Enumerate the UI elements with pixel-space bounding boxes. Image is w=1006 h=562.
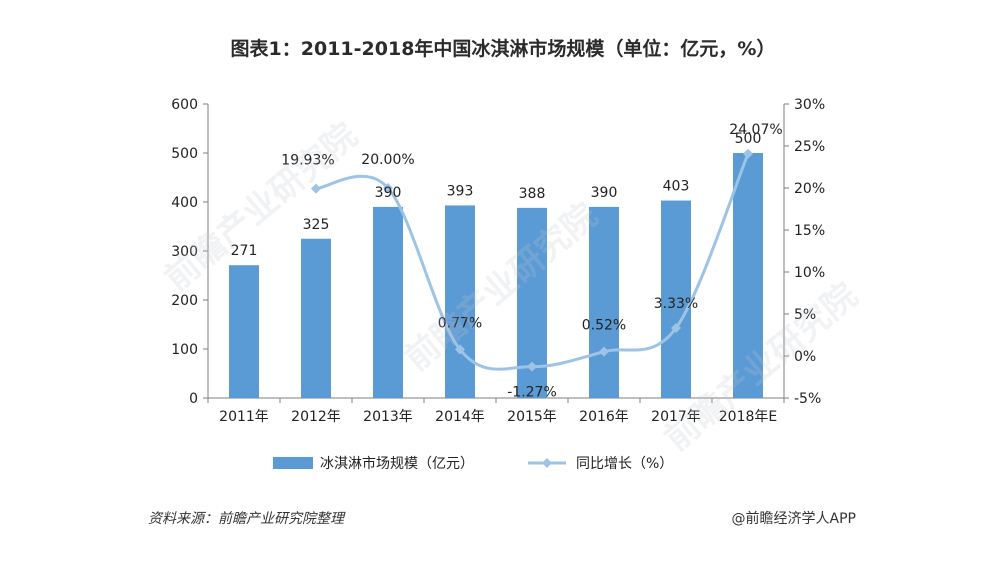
y-right-tick-label: 5% — [794, 307, 816, 323]
growth-point — [599, 346, 609, 357]
bar — [661, 200, 691, 398]
y-left-tick-label: 400 — [171, 195, 198, 211]
bar — [373, 206, 403, 398]
y-left-tick-label: 0 — [189, 391, 198, 407]
axes: 0 100 200 300 400 500 600 -5% 0% 5% 10% 15% 20% 25% 30… — [171, 97, 825, 425]
x-tick-label: 2015年 — [507, 409, 557, 425]
growth-value-label: 0.77% — [438, 316, 482, 332]
bar-series — [229, 153, 763, 398]
legend-swatch-marker — [542, 458, 552, 468]
x-tick-label: 2016年 — [579, 409, 629, 425]
data-labels: 271 325 390 393 388 390 403 500 19.93% 20.00% 0.77… — [231, 122, 783, 401]
bar-value-label: 390 — [591, 185, 618, 201]
growth-point — [383, 183, 393, 193]
legend: 冰淇淋市场规模（亿元） 同比增长（%） — [273, 455, 673, 472]
bar — [445, 205, 475, 398]
legend-label-line: 同比增长（%） — [576, 456, 673, 472]
x-tick-label: 2013年 — [363, 409, 413, 425]
bar-value-label: 403 — [663, 179, 690, 195]
growth-point — [455, 344, 465, 355]
growth-value-label: -1.27% — [507, 385, 557, 401]
y-left-tick-label: 100 — [171, 342, 198, 358]
growth-point — [311, 183, 321, 194]
y-left-tick-label: 600 — [171, 97, 198, 113]
y-right-tick-label: 15% — [794, 223, 825, 239]
brand-note: @前瞻经济学人APP — [731, 511, 856, 527]
bar-value-label: 388 — [519, 186, 546, 202]
bar-value-label: 390 — [375, 185, 402, 201]
growth-value-label: 20.00% — [361, 152, 414, 168]
y-left-tick-label: 200 — [171, 293, 198, 309]
chart-title: 图表1：2011-2018年中国冰淇淋市场规模（单位：亿元，%） — [230, 38, 776, 60]
growth-point — [527, 361, 537, 372]
x-tick-label: 2014年 — [435, 409, 485, 425]
bar-value-label: 500 — [735, 131, 762, 147]
y-right-tick-label: 25% — [794, 139, 825, 155]
growth-value-label: 3.33% — [654, 296, 698, 312]
bar — [733, 153, 763, 398]
x-tick-label: 2011年 — [219, 409, 269, 425]
bar — [229, 265, 259, 398]
legend-label-bar: 冰淇淋市场规模（亿元） — [320, 455, 474, 472]
bar — [301, 238, 331, 398]
bar-value-label: 271 — [231, 243, 258, 259]
x-tick-label: 2012年 — [291, 409, 341, 425]
y-right-tick-label: 0% — [794, 349, 816, 365]
x-tick-label: 2017年 — [651, 409, 701, 425]
x-tick-label: 2018年E — [719, 409, 777, 425]
bar-value-label: 393 — [447, 183, 474, 199]
growth-point — [671, 323, 681, 334]
y-right-tick-label: 30% — [794, 97, 825, 113]
growth-value-label: 19.93% — [281, 153, 334, 169]
bar — [589, 206, 619, 398]
growth-value-label: 24.07% — [729, 122, 782, 138]
y-left-tick-label: 500 — [171, 146, 198, 162]
y-right-tick-label: 10% — [794, 265, 825, 281]
bar-value-label: 325 — [303, 217, 330, 233]
y-right-tick-label: 20% — [794, 181, 825, 197]
legend-swatch-bar — [273, 457, 313, 469]
growth-point — [743, 148, 753, 159]
growth-value-label: 0.52% — [582, 318, 626, 334]
source-note: 资料来源：前瞻产业研究院整理 — [148, 511, 344, 527]
y-left-tick-label: 300 — [171, 244, 198, 260]
y-right-tick-label: -5% — [794, 391, 821, 407]
growth-line-series — [311, 148, 753, 372]
